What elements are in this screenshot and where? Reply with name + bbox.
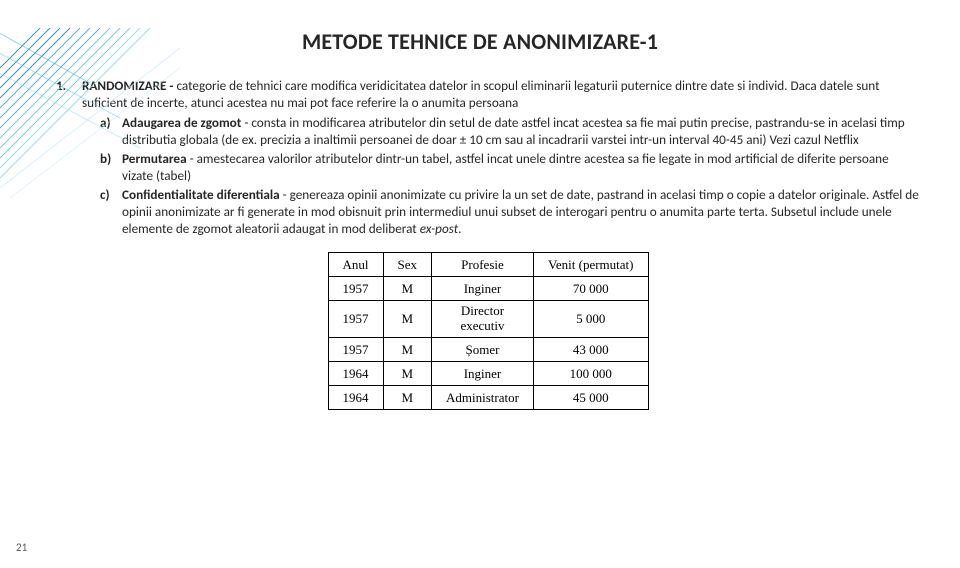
- table-row: 1957MȘomer43 000: [328, 337, 648, 361]
- sub-body: Permutarea - amestecarea valorilor atrib…: [122, 150, 920, 185]
- table-cell: 70 000: [533, 276, 648, 300]
- col-anul: Anul: [328, 252, 383, 276]
- table-row: 1964MAdministrator45 000: [328, 386, 648, 410]
- sub-text: - amestecarea valorilor atributelor dint…: [122, 150, 889, 184]
- sub-lead: Confidentialitate diferentiala: [122, 186, 280, 203]
- table-row: 1957MDirectorexecutiv5 000: [328, 301, 648, 338]
- table-cell: Inginer: [432, 276, 534, 300]
- item-text: categorie de tehnici care modifica verid…: [82, 77, 880, 111]
- item-body: RANDOMIZARE - categorie de tehnici care …: [82, 77, 920, 238]
- data-table: Anul Sex Profesie Venit (permutat) 1957M…: [328, 252, 649, 411]
- page-number: 21: [16, 541, 27, 554]
- table-cell: Inginer: [432, 362, 534, 386]
- sub-item-c: c) Confidentialitate diferentiala - gene…: [100, 186, 920, 238]
- item-marker: 1.: [56, 77, 82, 238]
- table-cell: Directorexecutiv: [432, 301, 534, 338]
- sub-lead: Adaugarea de zgomot: [122, 114, 241, 131]
- sublist: a) Adaugarea de zgomot - consta in modif…: [100, 114, 920, 238]
- sub-body: Confidentialitate diferentiala - generea…: [122, 186, 920, 238]
- content-area: 1. RANDOMIZARE - categorie de tehnici ca…: [56, 77, 920, 410]
- table-cell: M: [383, 362, 432, 386]
- table-cell: M: [383, 386, 432, 410]
- sub-item-b: b) Permutarea - amestecarea valorilor at…: [100, 150, 920, 185]
- item-lead: RANDOMIZARE -: [82, 77, 173, 94]
- sub-marker: c): [100, 186, 122, 238]
- table-header-row: Anul Sex Profesie Venit (permutat): [328, 252, 648, 276]
- table-cell: 100 000: [533, 362, 648, 386]
- table-cell: 1964: [328, 386, 383, 410]
- table-cell: 1964: [328, 362, 383, 386]
- table-row: 1964MInginer100 000: [328, 362, 648, 386]
- table-cell: 5 000: [533, 301, 648, 338]
- sub-text-em: ex-post: [420, 220, 458, 237]
- table-cell: Șomer: [432, 337, 534, 361]
- table-cell: 45 000: [533, 386, 648, 410]
- sub-body: Adaugarea de zgomot - consta in modifica…: [122, 114, 920, 149]
- table-cell: 1957: [328, 337, 383, 361]
- sub-marker: a): [100, 114, 122, 149]
- sub-item-a: a) Adaugarea de zgomot - consta in modif…: [100, 114, 920, 149]
- table-container: Anul Sex Profesie Venit (permutat) 1957M…: [56, 252, 920, 411]
- list-item-1: 1. RANDOMIZARE - categorie de tehnici ca…: [56, 77, 920, 238]
- col-sex: Sex: [383, 252, 432, 276]
- sub-lead: Permutarea: [122, 150, 187, 167]
- table-cell: M: [383, 337, 432, 361]
- table-cell: 1957: [328, 301, 383, 338]
- table-cell: Administrator: [432, 386, 534, 410]
- sub-text-post: .: [458, 220, 461, 237]
- col-venit: Venit (permutat): [533, 252, 648, 276]
- table-cell: 1957: [328, 276, 383, 300]
- table-cell: 43 000: [533, 337, 648, 361]
- col-profesie: Profesie: [432, 252, 534, 276]
- sub-marker: b): [100, 150, 122, 185]
- table-cell: M: [383, 276, 432, 300]
- table-row: 1957MInginer70 000: [328, 276, 648, 300]
- table-cell: M: [383, 301, 432, 338]
- page-title: METODE TEHNICE DE ANONIMIZARE-1: [0, 28, 960, 55]
